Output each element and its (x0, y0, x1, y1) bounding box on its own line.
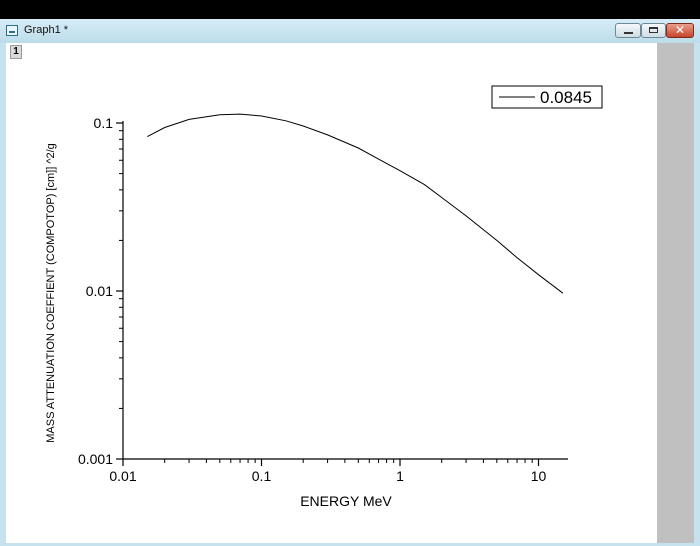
series-line (147, 113, 564, 294)
layer-tab[interactable]: 1 (10, 45, 22, 59)
window-titlebar[interactable]: Graph1 * (0, 19, 700, 43)
x-tick-label: 1 (396, 468, 404, 484)
restore-button[interactable] (641, 23, 666, 38)
vertical-scrollbar[interactable] (657, 43, 694, 543)
x-tick-label: 0.01 (109, 468, 136, 484)
legend-box (491, 85, 603, 109)
x-tick-label: 10 (531, 468, 547, 484)
close-button[interactable] (666, 23, 694, 38)
graph-page: 1 0.001 0.01 0.1 0.01 0.1 1 10 ENERGY MeV MAS… (6, 43, 694, 543)
x-axis-label: ENERGY MeV (300, 493, 392, 509)
legend[interactable]: 0.0845 (491, 85, 603, 109)
window-title: Graph1 * (24, 24, 69, 36)
minimize-button[interactable] (615, 23, 641, 38)
x-tick-label: 0.1 (252, 468, 272, 484)
y-axis-label: MASS ATTENUATION COEFFIENT (COMPOTOP) [c… (45, 143, 57, 443)
y-tick-label: 0.001 (78, 451, 113, 467)
legend-label: 0.0845 (540, 88, 592, 107)
graph-window-icon[interactable] (6, 25, 18, 36)
y-tick-label: 0.01 (86, 283, 113, 299)
y-tick-label: 0.1 (94, 115, 114, 131)
